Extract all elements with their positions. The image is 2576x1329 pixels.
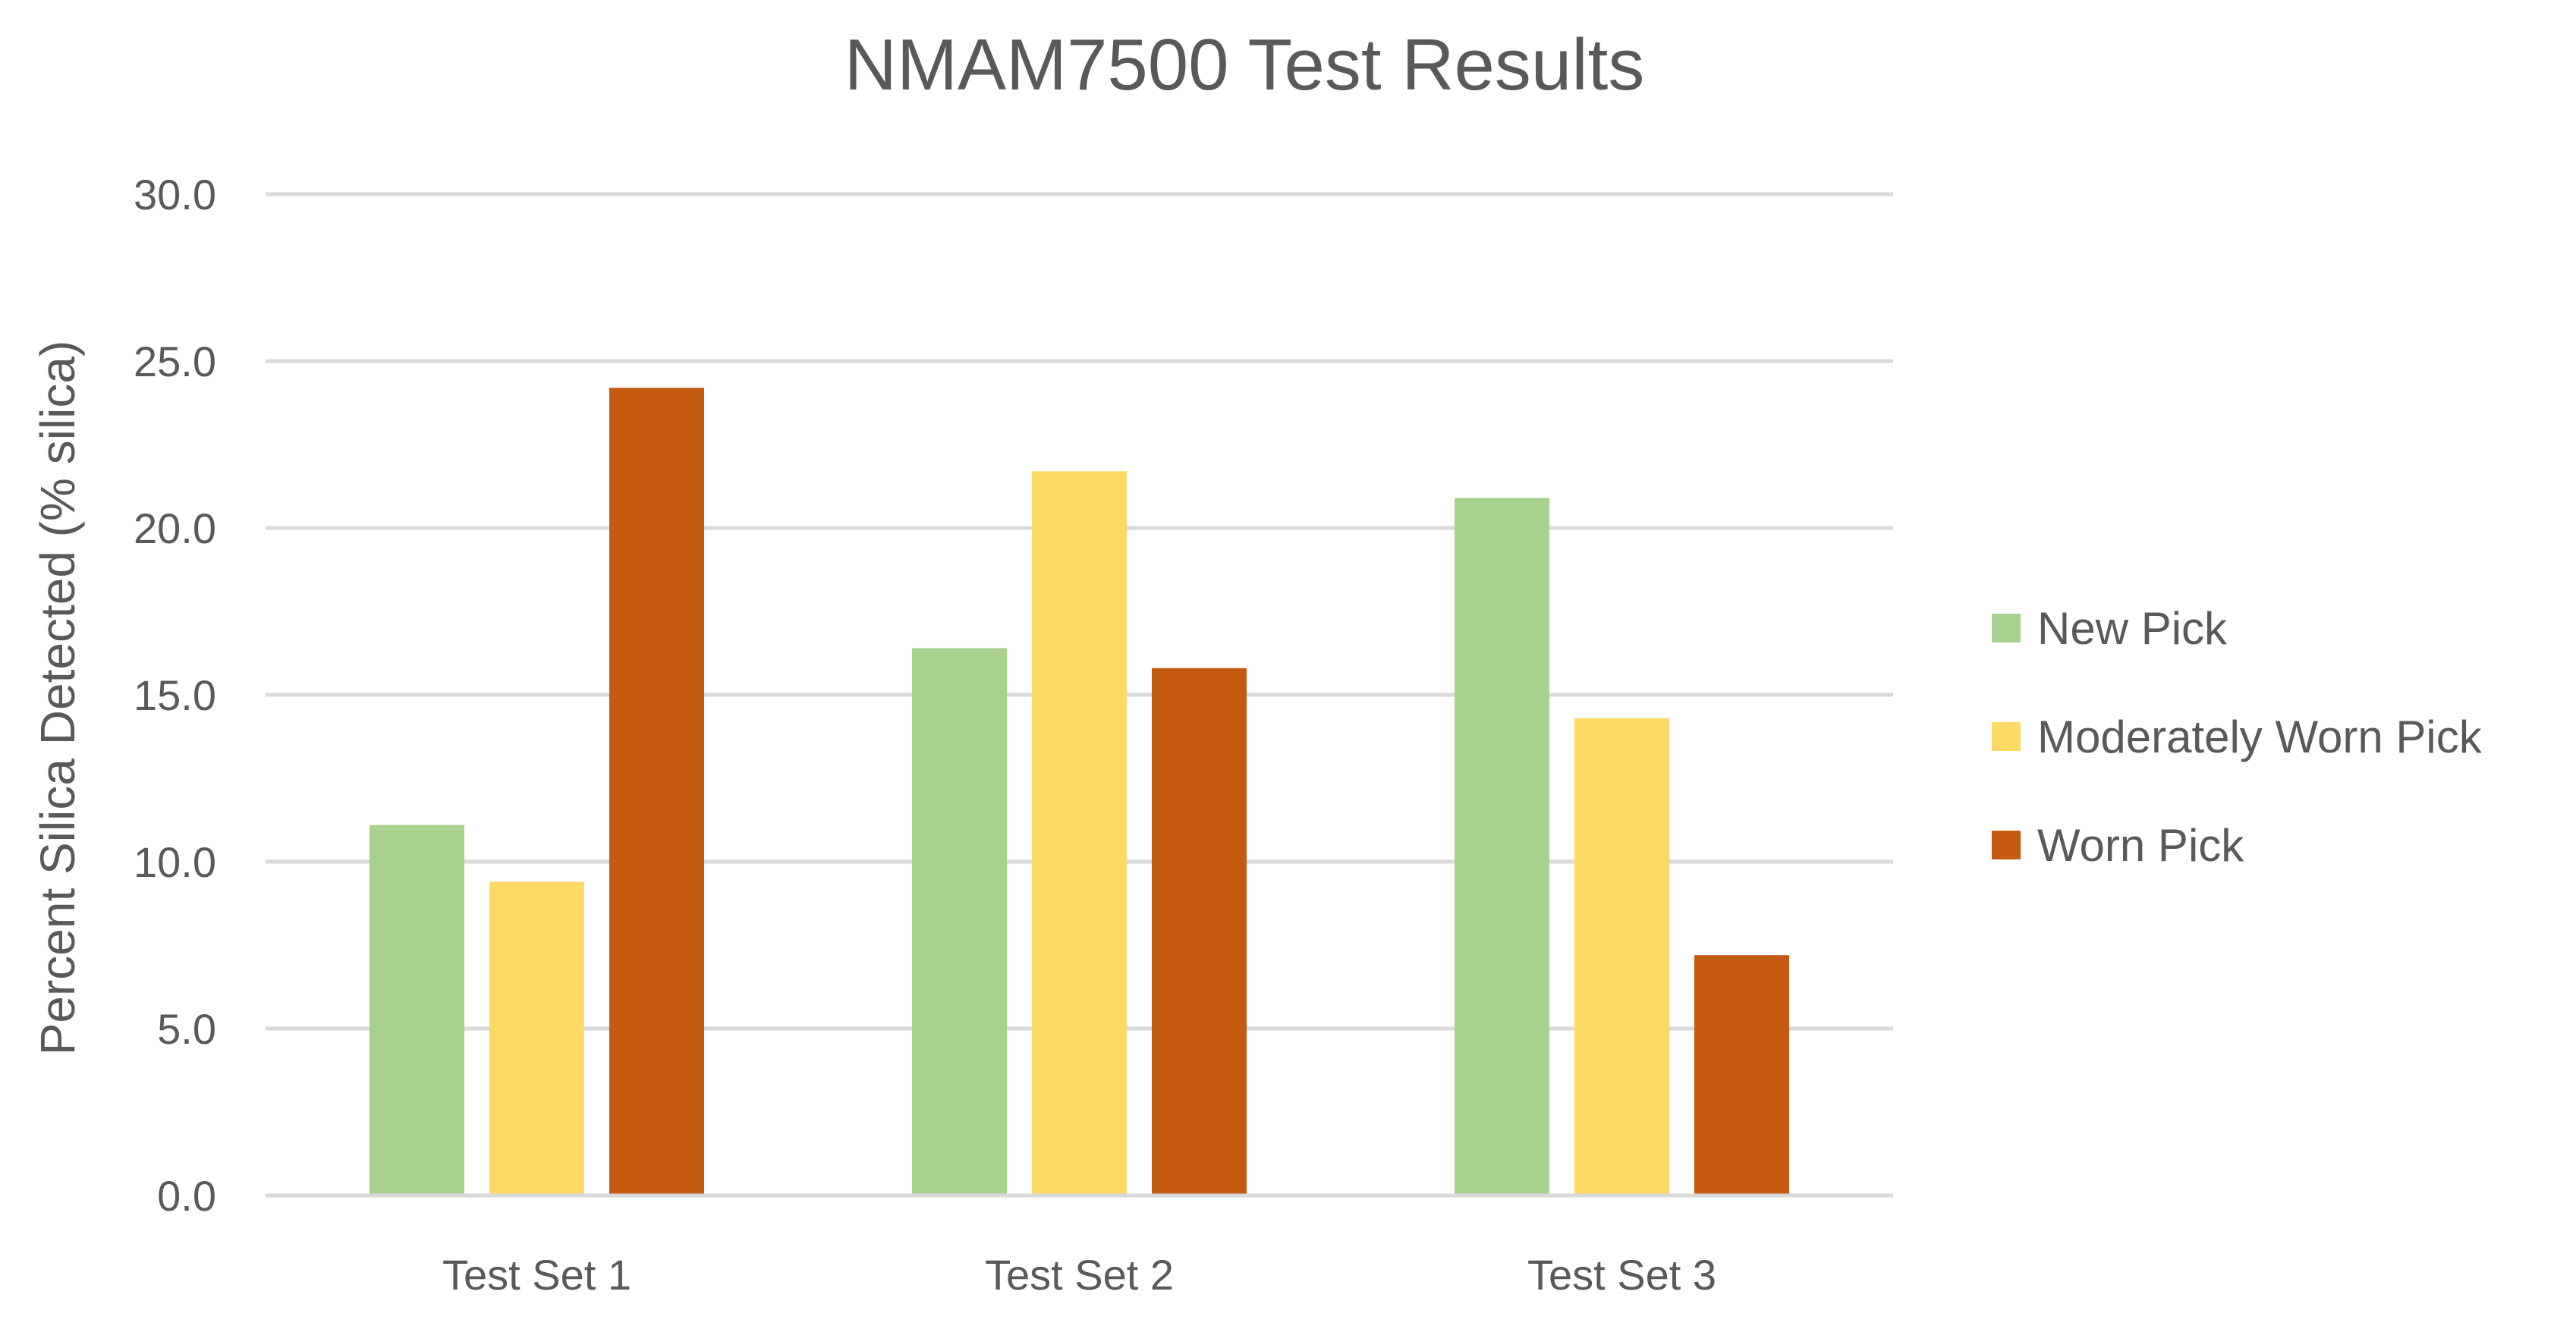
legend-swatch xyxy=(1992,831,2021,859)
y-tick-label: 20.0 xyxy=(134,504,216,552)
legend: New Pick Moderately Worn Pick Worn Pick xyxy=(1992,603,2483,871)
chart-title: NMAM7500 Test Results xyxy=(845,24,1645,105)
y-tick-label: 0.0 xyxy=(157,1172,216,1220)
bar-moderately-worn-pick xyxy=(489,881,584,1195)
bar-new-pick xyxy=(1455,498,1549,1195)
legend-swatch xyxy=(1992,614,2021,643)
x-tick-label: Test Set 3 xyxy=(1527,1251,1716,1299)
bar-new-pick xyxy=(912,648,1007,1195)
x-axis-ticks: Test Set 1 Test Set 2 Test Set 3 xyxy=(442,1251,1716,1299)
bars xyxy=(370,388,1789,1196)
y-tick-label: 25.0 xyxy=(134,338,216,385)
legend-label: New Pick xyxy=(2037,603,2228,654)
legend-label: Moderately Worn Pick xyxy=(2037,712,2483,762)
bar-worn-pick xyxy=(609,388,704,1196)
y-tick-label: 15.0 xyxy=(134,671,216,719)
bar-worn-pick xyxy=(1694,955,1789,1195)
y-tick-label: 10.0 xyxy=(134,838,216,886)
y-axis-title: Percent Silica Detected (% silica) xyxy=(30,341,85,1056)
bar-worn-pick xyxy=(1152,668,1247,1195)
x-tick-label: Test Set 1 xyxy=(442,1251,631,1299)
x-tick-label: Test Set 2 xyxy=(985,1251,1174,1299)
bar-moderately-worn-pick xyxy=(1032,471,1127,1195)
legend-label: Worn Pick xyxy=(2037,820,2244,871)
y-tick-label: 30.0 xyxy=(134,171,216,218)
bar-new-pick xyxy=(370,825,464,1195)
y-axis-ticks: 0.0 5.0 10.0 15.0 20.0 25.0 30.0 xyxy=(134,171,216,1220)
y-tick-label: 5.0 xyxy=(157,1005,216,1053)
bar-moderately-worn-pick xyxy=(1574,718,1669,1195)
legend-swatch xyxy=(1992,722,2021,751)
